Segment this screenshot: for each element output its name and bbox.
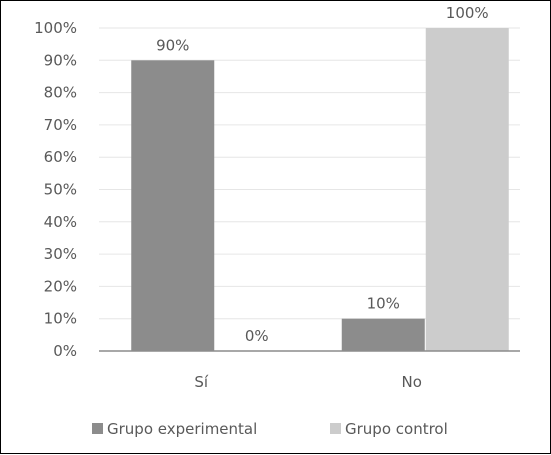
- y-tick-label: 90%: [44, 51, 77, 69]
- y-axis-tick-labels: 0% 10% 20% 30% 40% 50% 60% 70% 80% 90% 100%: [34, 19, 77, 360]
- y-tick-label: 70%: [44, 116, 77, 134]
- x-tick-label: No: [402, 373, 422, 391]
- legend: Grupo experimental Grupo control: [92, 420, 448, 438]
- y-tick-label: 40%: [44, 213, 77, 231]
- bar-grupo-control: [425, 28, 509, 351]
- bar-grupo-experimental: [131, 60, 215, 352]
- legend-swatch: [330, 423, 341, 434]
- data-label: 0%: [245, 327, 269, 345]
- y-tick-label: 30%: [44, 245, 77, 263]
- data-labels: 90% 0% 10% 100%: [156, 4, 489, 345]
- y-tick-label: 100%: [34, 19, 77, 37]
- legend-label: Grupo control: [345, 420, 448, 438]
- y-tick-label: 60%: [44, 148, 77, 166]
- bars: [131, 28, 509, 352]
- x-axis-category-labels: Sí No: [194, 373, 422, 391]
- y-tick-label: 50%: [44, 181, 77, 199]
- y-tick-label: 10%: [44, 310, 77, 328]
- y-tick-label: 20%: [44, 277, 77, 295]
- data-label: 10%: [367, 295, 400, 313]
- bar-grupo-experimental: [341, 318, 425, 351]
- y-tick-label: 0%: [53, 342, 77, 360]
- y-tick-label: 80%: [44, 84, 77, 102]
- x-tick-label: Sí: [194, 373, 209, 391]
- data-label: 90%: [156, 36, 189, 54]
- data-label: 100%: [446, 4, 489, 22]
- legend-swatch: [92, 423, 103, 434]
- legend-label: Grupo experimental: [107, 420, 257, 438]
